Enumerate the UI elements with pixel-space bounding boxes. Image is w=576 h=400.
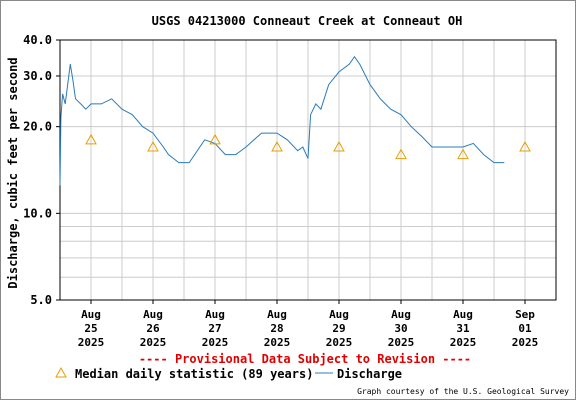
credit-text: Graph courtesy of the U.S. Geological Su… — [357, 387, 569, 396]
y-tick-label: 30.0 — [23, 69, 52, 83]
y-tick-label: 10.0 — [23, 206, 52, 220]
median-point — [85, 133, 97, 145]
x-tick-label: 01 — [518, 322, 532, 335]
median-point — [147, 140, 159, 152]
x-tick-label: 25 — [84, 322, 97, 335]
x-tick-label: 2025 — [512, 336, 539, 349]
legend: Median daily statistic (89 years) Discha… — [55, 366, 402, 381]
x-tick-label: Aug — [329, 308, 349, 321]
y-tick-label: 20.0 — [23, 120, 52, 134]
discharge-series — [59, 55, 505, 186]
x-tick-label: 27 — [208, 322, 221, 335]
grid-lines — [59, 39, 557, 301]
provisional-note: ---- Provisional Data Subject to Revisio… — [139, 352, 471, 366]
y-axis-label: Discharge, cubic feet per second — [6, 57, 20, 288]
median-point — [519, 140, 531, 152]
y-tick-label: 5.0 — [30, 293, 52, 307]
chart-title: USGS 04213000 Conneaut Creek at Conneaut… — [152, 14, 463, 28]
x-tick-label: 2025 — [326, 336, 353, 349]
x-tick-label: 2025 — [140, 336, 167, 349]
discharge-line — [59, 55, 505, 186]
x-tick-labels: Aug252025Aug262025Aug272025Aug282025Aug2… — [78, 308, 539, 349]
x-tick-label: Aug — [205, 308, 225, 321]
x-tick-label: 30 — [394, 322, 407, 335]
x-tick-label: Aug — [267, 308, 287, 321]
x-tick-label: 2025 — [388, 336, 415, 349]
x-tick-label: 2025 — [450, 336, 477, 349]
x-tick-label: 31 — [456, 322, 470, 335]
median-point — [457, 148, 469, 160]
median-point — [333, 140, 345, 152]
median-point — [209, 133, 221, 145]
y-tick-label: 40.0 — [23, 33, 52, 47]
legend-median-label: Median daily statistic (89 years) — [75, 367, 313, 381]
x-tick-label: 28 — [270, 322, 283, 335]
x-tick-label: 26 — [146, 322, 160, 335]
legend-discharge-label: Discharge — [337, 367, 402, 381]
x-tick-label: 2025 — [78, 336, 105, 349]
x-tick-label: 2025 — [264, 336, 291, 349]
x-tick-label: Sep — [515, 308, 535, 321]
median-point — [395, 148, 407, 160]
y-tick-labels: 40.0 30.0 20.0 10.0 5.0 — [23, 33, 52, 307]
median-series — [85, 133, 531, 160]
median-point — [271, 140, 283, 152]
x-tick-label: Aug — [143, 308, 163, 321]
x-tick-label: Aug — [391, 308, 411, 321]
x-tick-label: 29 — [332, 322, 345, 335]
legend-median-marker — [55, 366, 67, 378]
x-tick-label: Aug — [81, 308, 101, 321]
x-tick-label: Aug — [453, 308, 473, 321]
x-tick-label: 2025 — [202, 336, 229, 349]
